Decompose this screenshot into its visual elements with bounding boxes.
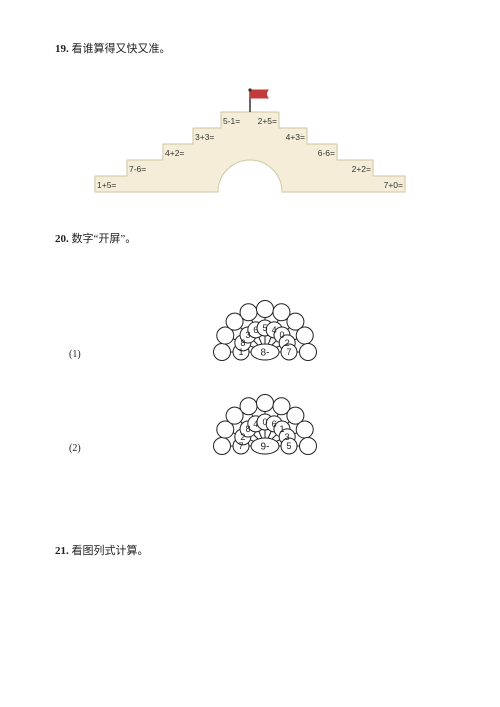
q20-title: 20. 数字“开屏”。 <box>55 230 445 246</box>
svg-text:7+0=: 7+0= <box>384 180 403 190</box>
svg-text:3: 3 <box>245 330 250 340</box>
svg-text:3+3=: 3+3= <box>195 132 214 142</box>
q19-title: 19. 看谁算得又快又准。 <box>55 40 445 56</box>
q20-text: 数字“开屏”。 <box>72 233 137 245</box>
svg-text:1+5=: 1+5= <box>97 180 116 190</box>
svg-text:7: 7 <box>238 441 243 451</box>
svg-text:6: 6 <box>272 419 277 429</box>
svg-text:6: 6 <box>253 325 258 335</box>
fan-1: (1)1836540278- <box>69 278 445 366</box>
svg-text:4+2=: 4+2= <box>165 148 184 158</box>
svg-text:4+3=: 4+3= <box>286 132 305 142</box>
svg-text:8-: 8- <box>260 348 269 359</box>
svg-text:2+2=: 2+2= <box>352 164 371 174</box>
tower-svg: 1+5= 7-6= 4+2= 3+3= 5-1= 7+0= 2+2= 6-6= 4+3= 2+5= <box>85 74 415 204</box>
q19-number: 19. <box>55 43 69 55</box>
fans-container: (1)1836540278-(2)7284061359- <box>55 278 445 460</box>
q21-text: 看图列式计算。 <box>72 545 149 557</box>
svg-text:0: 0 <box>262 417 267 427</box>
svg-text:1: 1 <box>238 347 243 357</box>
svg-text:5: 5 <box>286 441 291 451</box>
fan-index-label: (1) <box>69 349 81 366</box>
page: 19. 看谁算得又快又准。 1+5= 7-6= 4+2= 3+3= 5-1= 7+0= 2+… <box>0 0 500 596</box>
svg-text:7-6=: 7-6= <box>129 164 146 174</box>
q19-figure: 1+5= 7-6= 4+2= 3+3= 5-1= 7+0= 2+2= 6-6= 4+3= 2+5= <box>55 74 445 204</box>
fan-svg: 7284061359- <box>180 372 350 460</box>
svg-text:4: 4 <box>272 325 277 335</box>
svg-text:6-6=: 6-6= <box>318 148 335 158</box>
fan-svg: 1836540278- <box>180 278 350 366</box>
svg-text:4: 4 <box>253 419 258 429</box>
q19-text: 看谁算得又快又准。 <box>72 43 171 55</box>
q20-number: 20. <box>55 233 69 245</box>
fan-2: (2)7284061359- <box>69 372 445 460</box>
svg-text:2+5=: 2+5= <box>258 116 277 126</box>
svg-text:9-: 9- <box>260 442 269 453</box>
fan-index-label: (2) <box>69 443 81 460</box>
svg-text:8: 8 <box>245 424 250 434</box>
q21-number: 21. <box>55 545 69 557</box>
svg-text:7: 7 <box>286 347 291 357</box>
svg-text:5: 5 <box>262 323 267 333</box>
svg-text:5-1=: 5-1= <box>223 116 240 126</box>
q21-title: 21. 看图列式计算。 <box>55 542 445 558</box>
